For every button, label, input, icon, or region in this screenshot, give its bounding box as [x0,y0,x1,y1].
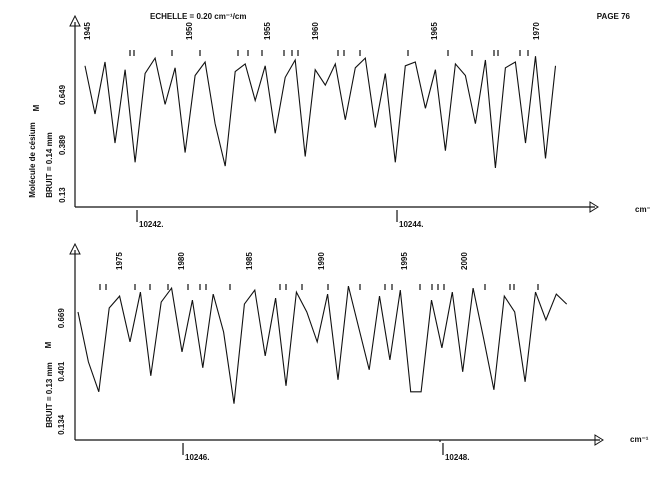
x-unit: cm⁻¹ [635,205,650,214]
y-tick-label: 0.669 [57,308,66,329]
axes [74,22,595,442]
line-markers [99,50,539,290]
line-id: 1995 [400,252,409,270]
y-tick-label: 0.13 [58,187,67,203]
axes [74,250,600,441]
line-id: 1970 [532,22,541,40]
line-id: 1990 [317,252,326,270]
x-tick-label: 10244. [399,220,423,229]
x-tick-label: 10242. [139,220,163,229]
x-tick-label: 10248. [445,453,469,462]
line-id: 1985 [245,252,254,270]
x-tick-label: 10246. [185,453,209,462]
noise-label: BRUIT = 0.13 mm [45,362,54,428]
molecule-label: Molécule de césium [28,122,37,198]
page-number: PAGE 76 [597,12,631,21]
line-id: 2000 [460,252,469,270]
y-tick-label: 0.134 [57,414,66,435]
spectrum [77,285,568,404]
y-tick-label: 0.389 [58,135,67,156]
scale-title: ECHELLE = 0.20 cm⁻¹/cm [150,12,246,21]
line-id: 1955 [263,22,272,40]
y-tick-label: 0.649 [58,84,67,105]
line-id: 1980 [177,252,186,270]
line-id: 1960 [311,22,320,40]
arrows [69,14,604,446]
y-tick-label: 0.401 [57,361,66,382]
symbol: M [44,341,53,348]
line-id: 1950 [185,22,194,40]
spectrum [84,56,557,169]
x-unit: cm⁻¹ [630,435,649,444]
noise-label: BRUIT = 0.14 mm [45,132,54,198]
line-id: 1975 [115,252,124,270]
line-id: 1945 [83,22,92,40]
symbol: M [32,104,41,111]
line-id: 1965 [430,22,439,40]
